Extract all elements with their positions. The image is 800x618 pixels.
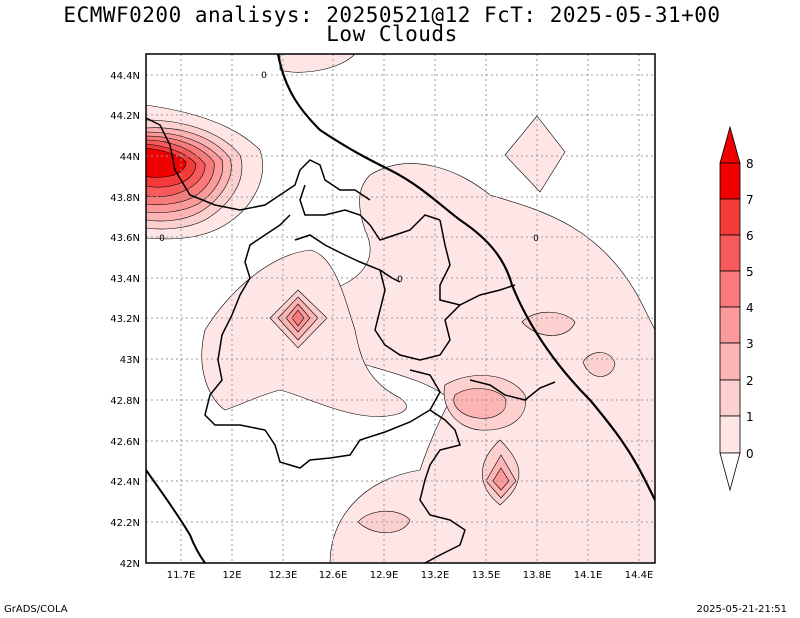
lat-label: 42N xyxy=(120,559,140,570)
lon-label: 11.7E xyxy=(167,570,196,581)
lon-label: 14.1E xyxy=(574,570,603,581)
colorbar-label: 4 xyxy=(746,301,754,315)
colorbar-label: 2 xyxy=(746,374,754,388)
region-border-segment xyxy=(379,269,401,283)
coastlines-borders xyxy=(146,54,655,563)
cloud-region-ne xyxy=(504,115,566,193)
lat-label: 43.6N xyxy=(110,233,140,244)
colorbar-segment xyxy=(719,306,741,344)
lon-label: 12.9E xyxy=(370,570,399,581)
cloud-fields xyxy=(146,54,655,563)
contour-labels: 0 0 0 0 xyxy=(159,71,539,285)
region-border-marche xyxy=(299,184,441,241)
region-border-abruzzo xyxy=(469,379,556,401)
colorbar-label: 3 xyxy=(746,337,754,351)
contour-label: 0 xyxy=(159,234,165,244)
colorbar: 8 7 6 5 4 3 2 1 0 xyxy=(719,125,754,492)
lat-label: 44.4N xyxy=(110,71,140,82)
colorbar-bottom-arrow xyxy=(719,452,741,492)
lat-label: 42.8N xyxy=(110,396,140,407)
lat-label: 42.4N xyxy=(110,477,140,488)
cloud-region-east xyxy=(314,163,655,563)
footer-timestamp: 2025-05-21-21:51 xyxy=(696,604,787,615)
lat-label: 42.6N xyxy=(110,437,140,448)
colorbar-segment xyxy=(719,379,741,417)
region-border-mid xyxy=(439,219,461,306)
colorbar-segment xyxy=(719,162,741,200)
lat-label: 42.2N xyxy=(110,518,140,529)
cloud-region-top xyxy=(279,54,356,73)
lat-label: 44.2N xyxy=(110,111,140,122)
lon-label: 12.6E xyxy=(319,570,348,581)
lon-label: 14.4E xyxy=(625,570,654,581)
colorbar-label: 7 xyxy=(746,193,754,207)
colorbar-label: 1 xyxy=(746,410,754,424)
colorbar-segment xyxy=(719,234,741,272)
contour-label: 0 xyxy=(397,275,403,285)
lon-label: 13.8E xyxy=(523,570,552,581)
colorbar-top-arrow xyxy=(719,125,741,164)
lat-axis-labels: 44.4N 44.2N 44N 43.8N 43.6N 43.4N 43.2N … xyxy=(110,71,140,570)
lat-label: 44N xyxy=(120,152,140,163)
cloud-level-3 xyxy=(453,388,507,419)
lat-label: 43N xyxy=(120,355,140,366)
lat-label: 43.4N xyxy=(110,274,140,285)
colorbar-label: 8 xyxy=(746,157,754,171)
lon-axis-labels: 11.7E 12E 12.3E 12.6E 12.9E 13.2E 13.5E … xyxy=(167,570,654,581)
tyrrhenian-coastline xyxy=(146,469,206,563)
colorbar-segment xyxy=(719,198,741,236)
adriatic-coastline xyxy=(276,54,655,501)
lat-label: 43.2N xyxy=(110,314,140,325)
colorbar-label: 0 xyxy=(746,447,754,461)
cloud-level-4 xyxy=(492,467,510,491)
region-border-south xyxy=(419,409,466,563)
region-border-umbria xyxy=(204,214,441,469)
map-frame xyxy=(145,53,656,564)
footer-credit: GrADS/COLA xyxy=(4,604,68,615)
lon-label: 13.2E xyxy=(421,570,450,581)
chart-subtitle: Low Clouds xyxy=(326,22,458,46)
lon-label: 12.3E xyxy=(269,570,298,581)
cloud-level-2 xyxy=(357,510,411,533)
lon-label: 13.5E xyxy=(472,570,501,581)
contour-label: 0 xyxy=(261,71,267,81)
colorbar-label: 6 xyxy=(746,229,754,243)
colorbar-labels: 8 7 6 5 4 3 2 1 0 xyxy=(746,157,754,461)
colorbar-label: 5 xyxy=(746,265,754,279)
colorbar-segment xyxy=(719,342,741,381)
lat-label: 43.8N xyxy=(110,193,140,204)
cloud-level-8 xyxy=(146,147,187,178)
chart-title: ECMWF0200 analisys: 20250521@12 FcT: 202… xyxy=(63,3,721,27)
contour-label: 0 xyxy=(533,234,539,244)
lon-label: 12E xyxy=(222,570,241,581)
colorbar-segment xyxy=(719,415,741,454)
region-border-north xyxy=(146,117,371,211)
colorbar-segment xyxy=(719,270,741,308)
